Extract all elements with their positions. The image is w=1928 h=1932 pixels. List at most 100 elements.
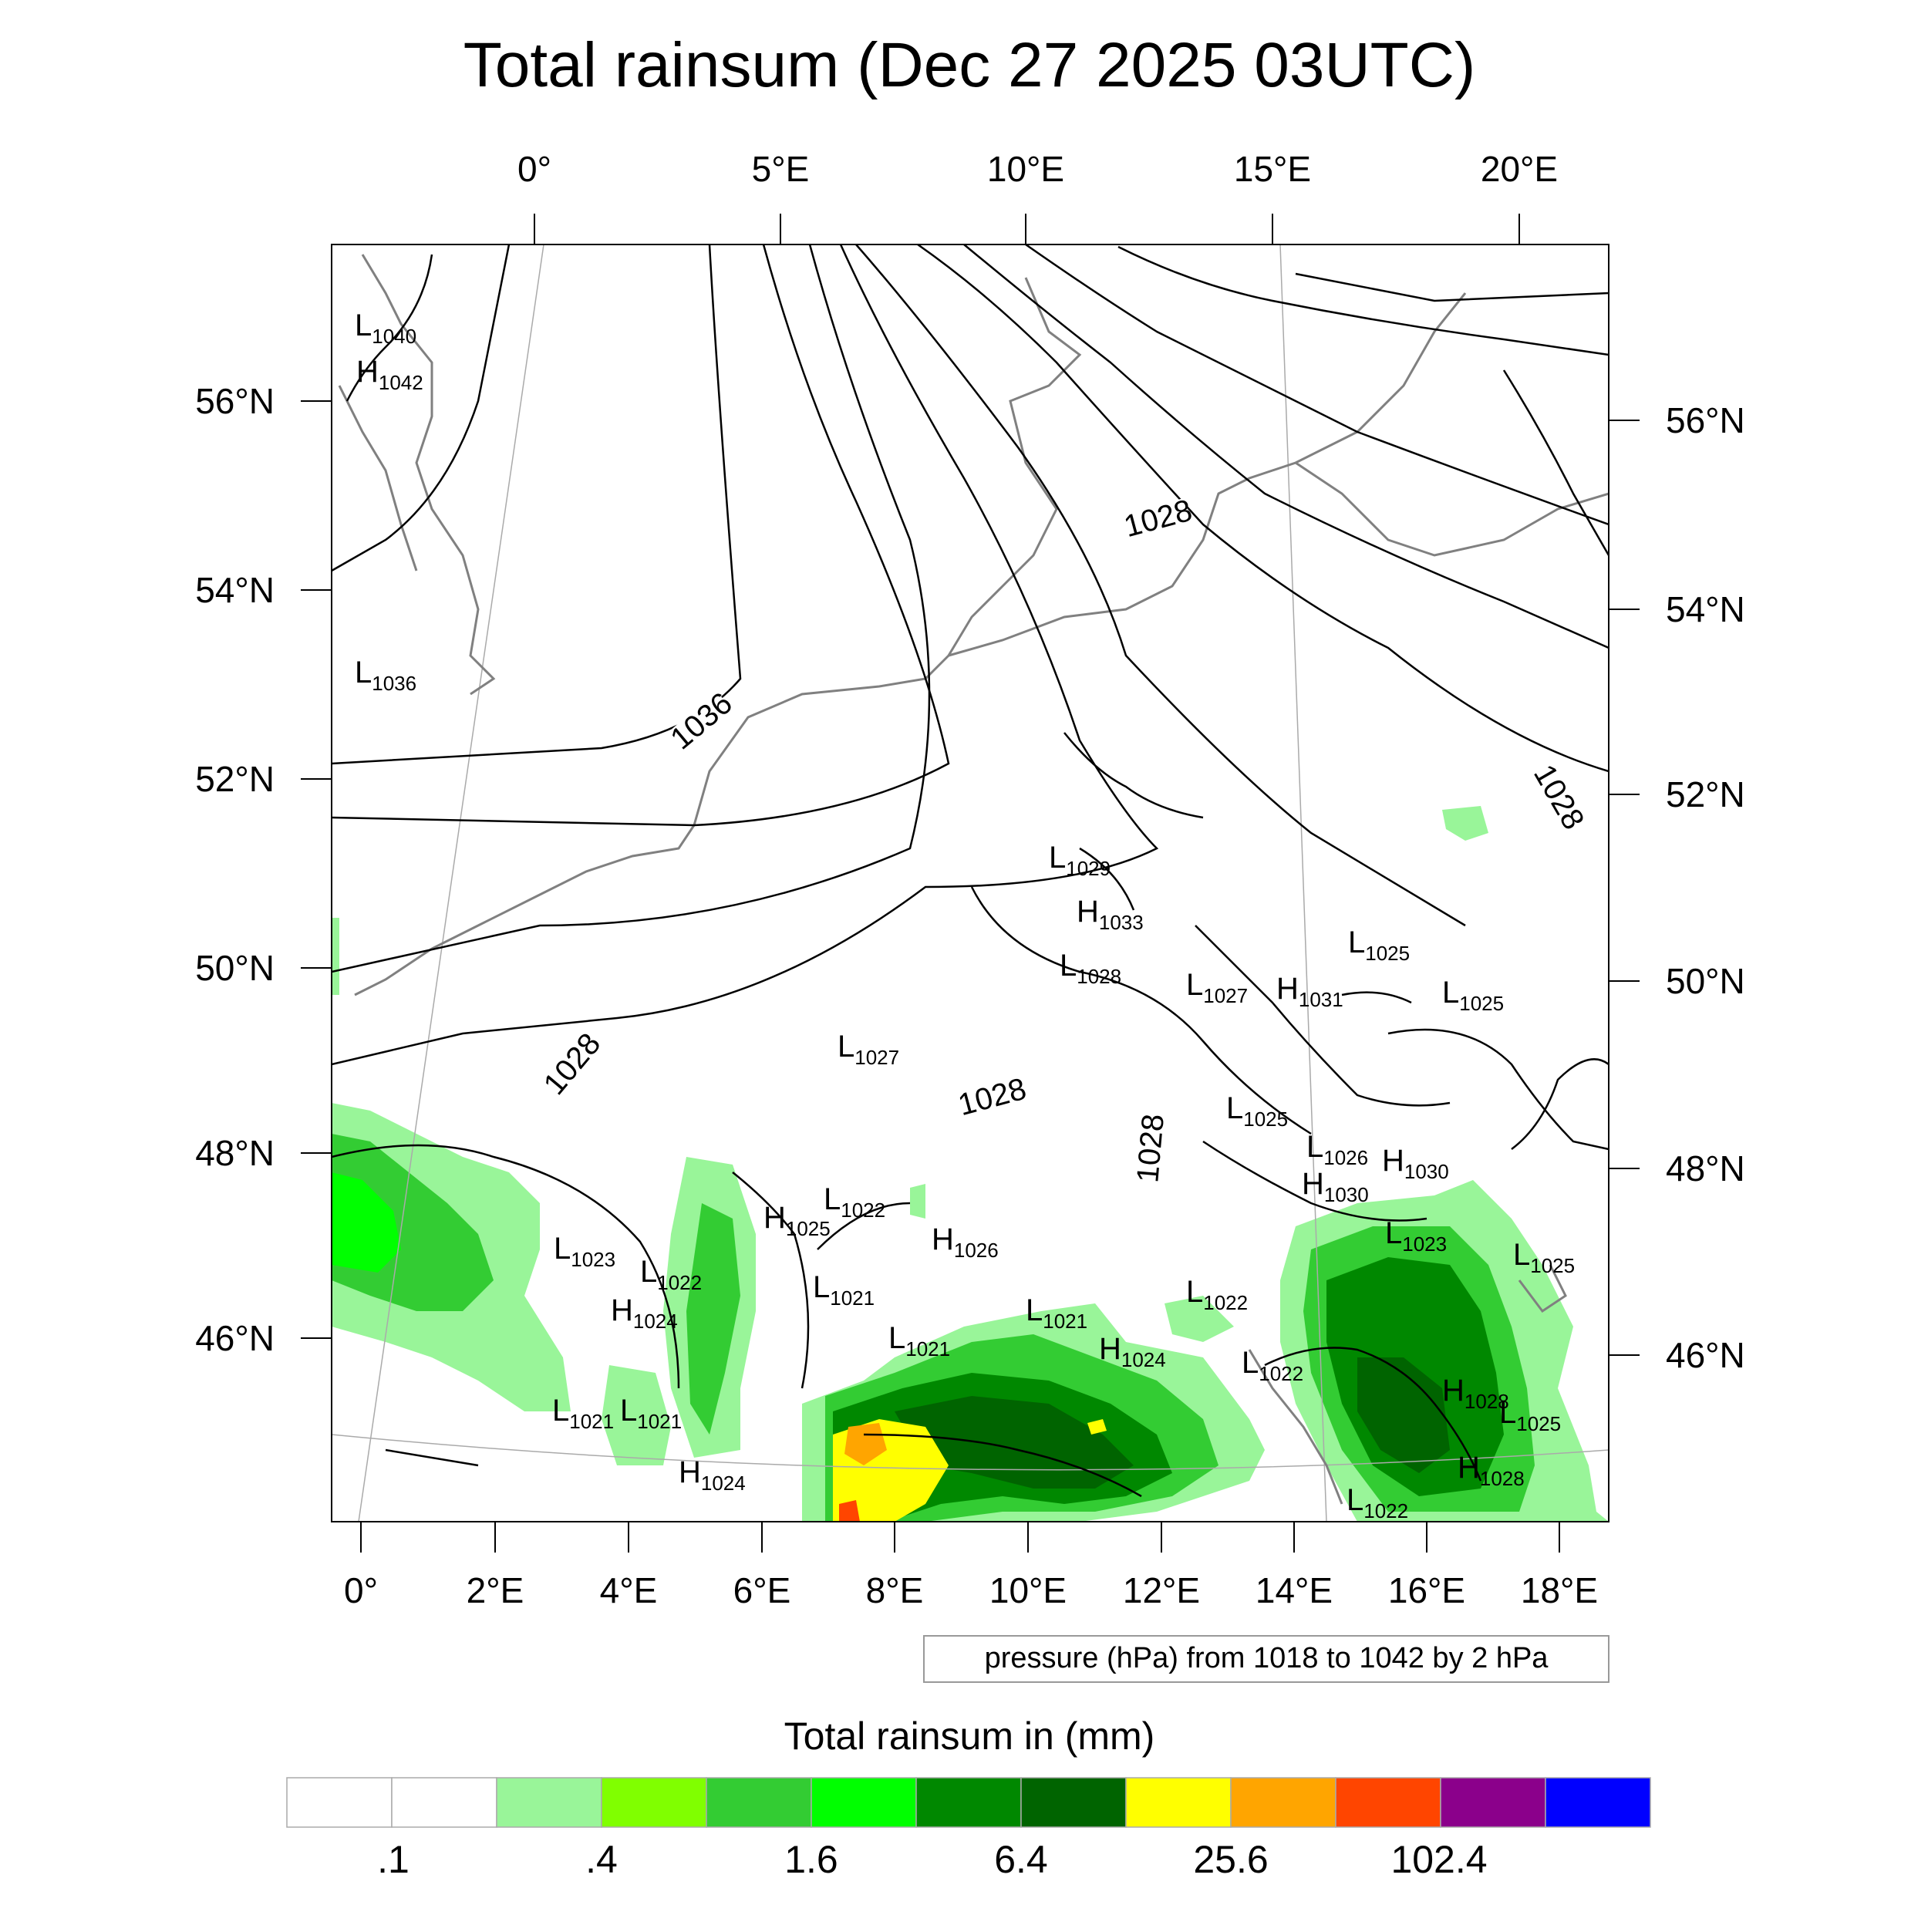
contour-info-text: pressure (hPa) from 1018 to 1042 by 2 hP… xyxy=(985,1642,1549,1674)
bottom-lon-label: 8°E xyxy=(866,1570,924,1610)
rain-area-alps-yellow-spot xyxy=(1087,1419,1107,1435)
pressure-center: L1025 xyxy=(1348,926,1410,965)
bottom-lon-label: 4°E xyxy=(600,1570,658,1610)
rain-area-patch-4 xyxy=(910,1184,925,1219)
pressure-center: L1021 xyxy=(552,1394,614,1433)
pressure-center: H1026 xyxy=(932,1222,999,1262)
colorbar-box xyxy=(601,1777,707,1828)
right-lat-label: 54°N xyxy=(1666,589,1745,629)
top-lon-label: 20°E xyxy=(1481,149,1558,189)
pressure-centers: L1040 H1042 L1036 L1029 H1033 L1028 L102… xyxy=(355,309,1575,1522)
colorbar-tick-label: 25.6 xyxy=(1193,1838,1268,1881)
contour-info-box: pressure (hPa) from 1018 to 1042 by 2 hP… xyxy=(923,1635,1609,1683)
colorbar-tick-label: 102.4 xyxy=(1390,1838,1487,1881)
rain-area-patch-1 xyxy=(1165,1296,1234,1342)
bottom-lon-label: 6°E xyxy=(733,1570,791,1610)
rain-area-patch-2 xyxy=(1442,806,1488,841)
left-lat-label: 54°N xyxy=(195,570,275,610)
bottom-lon-label: 14°E xyxy=(1256,1570,1333,1610)
colorbar: Total rainsum in (mm) .1 .4 1.6 6.4 25.6… xyxy=(286,1715,1651,1881)
pressure-center: L1025 xyxy=(1442,976,1504,1015)
right-lat-label: 46°N xyxy=(1666,1335,1745,1375)
colorbar-tick-label: .4 xyxy=(585,1838,618,1881)
pressure-center: H1028 xyxy=(1458,1451,1525,1490)
pressure-center: H1031 xyxy=(1276,972,1343,1011)
pressure-center: L1029 xyxy=(1049,841,1111,880)
pressure-center: H1030 xyxy=(1302,1167,1369,1206)
rain-area-alps-orange xyxy=(844,1423,887,1465)
pressure-center: L1021 xyxy=(620,1394,682,1433)
rain-area-west-bright xyxy=(332,1172,401,1273)
pressure-center: H1028 xyxy=(1442,1374,1509,1413)
pressure-center: H1024 xyxy=(1099,1332,1166,1371)
pressure-center: L1022 xyxy=(640,1255,702,1294)
pressure-center: L1025 xyxy=(1513,1238,1575,1277)
left-lat-label: 50°N xyxy=(195,948,275,988)
right-lat-label: 48°N xyxy=(1666,1148,1745,1189)
right-axis-labels: 56°N 54°N 52°N 50°N 48°N 46°N xyxy=(1666,400,1745,1375)
pressure-center: L1026 xyxy=(1306,1130,1368,1169)
colorbar-title: Total rainsum in (mm) xyxy=(784,1715,1155,1758)
pressure-center: L1025 xyxy=(1226,1091,1288,1131)
pressure-center: H1024 xyxy=(679,1455,746,1495)
pressure-center: L1040 xyxy=(355,309,416,348)
colorbar-ticks: .1 .4 1.6 6.4 25.6 102.4 xyxy=(377,1838,1487,1881)
pressure-center: L1027 xyxy=(1186,968,1248,1007)
right-lat-label: 50°N xyxy=(1666,961,1745,1001)
rain-area-5e-mid xyxy=(686,1203,740,1435)
colorbar-tick-label: 6.4 xyxy=(994,1838,1048,1881)
colorbar-box xyxy=(706,1777,812,1828)
left-axis-labels: 56°N 54°N 52°N 50°N 48°N 46°N xyxy=(195,381,275,1358)
top-axis-labels: 0° 5°E 10°E 15°E 20°E xyxy=(517,149,1558,189)
rain-field xyxy=(332,806,1609,1522)
figure-title: Total rainsum (Dec 27 2025 03UTC) xyxy=(463,30,1476,100)
pressure-center: L1022 xyxy=(824,1182,885,1222)
colorbar-box xyxy=(286,1777,393,1828)
pressure-center: L1021 xyxy=(888,1321,950,1360)
right-lat-label: 56°N xyxy=(1666,400,1745,440)
pressure-center: L1025 xyxy=(1499,1396,1561,1435)
colorbar-box xyxy=(1335,1777,1441,1828)
pressure-center: L1021 xyxy=(813,1270,875,1310)
pressure-center: L1021 xyxy=(1026,1293,1087,1333)
pressure-center: L1028 xyxy=(1060,949,1121,988)
graticule xyxy=(332,244,1609,1522)
bottom-lon-label: 0° xyxy=(344,1570,378,1610)
rain-area-east-dark xyxy=(1357,1357,1450,1473)
rain-area-4e-light xyxy=(602,1365,671,1465)
right-lat-label: 52°N xyxy=(1666,774,1745,814)
colorbar-box xyxy=(1125,1777,1232,1828)
rain-area-patch-3 xyxy=(332,918,339,995)
map-area: 1036 1028 1028 1028 1028 1028 L1040 H104… xyxy=(195,149,1745,1610)
colorbar-box xyxy=(1545,1777,1651,1828)
bottom-lon-label: 12°E xyxy=(1123,1570,1200,1610)
left-lat-label: 48°N xyxy=(195,1133,275,1173)
colorbar-box xyxy=(1230,1777,1336,1828)
pressure-center: L1022 xyxy=(1242,1346,1303,1385)
colorbar-box xyxy=(496,1777,602,1828)
isobars xyxy=(332,244,1609,1498)
pressure-center: L1023 xyxy=(554,1232,615,1271)
pressure-center: H1024 xyxy=(611,1293,678,1333)
pressure-center: L1036 xyxy=(355,656,416,695)
map-frame xyxy=(331,244,1609,1522)
colorbar-box xyxy=(811,1777,917,1828)
pressure-center: L1023 xyxy=(1385,1216,1447,1256)
contour-label: 1028 xyxy=(1131,1113,1171,1184)
bottom-lon-label: 18°E xyxy=(1521,1570,1598,1610)
pressure-center: L1027 xyxy=(838,1030,899,1069)
pressure-center: H1030 xyxy=(1382,1144,1449,1183)
pressure-center: H1042 xyxy=(356,355,423,394)
colorbar-box xyxy=(391,1777,497,1828)
top-lon-label: 10°E xyxy=(987,149,1064,189)
colorbar-boxes xyxy=(286,1777,1651,1828)
pressure-center: L1022 xyxy=(1347,1483,1408,1522)
pressure-center: L1022 xyxy=(1186,1275,1248,1314)
top-lon-label: 0° xyxy=(517,149,551,189)
left-lat-label: 46°N xyxy=(195,1318,275,1358)
left-lat-label: 56°N xyxy=(195,381,275,421)
tick-marks xyxy=(301,214,1640,1553)
pressure-center: H1033 xyxy=(1077,895,1144,934)
